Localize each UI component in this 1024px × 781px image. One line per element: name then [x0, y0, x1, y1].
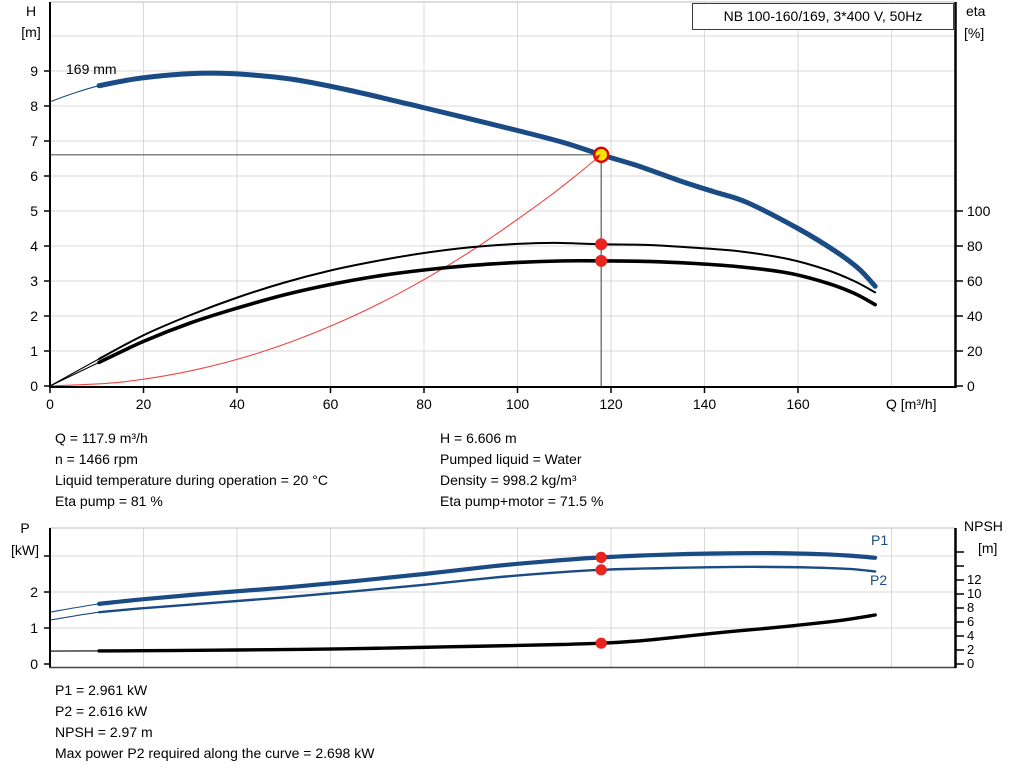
hq-chart: 0 1 2 3 4 5 6 7 8 9 0 20 40 60 80 100 120 140 160 0 20 40 60 80…: [30, 1, 991, 412]
eta-pump-motor-point: [595, 254, 608, 267]
p-axis-label: P: [20, 520, 30, 536]
svg-text:40: 40: [967, 308, 983, 324]
svg-text:1: 1: [30, 343, 38, 359]
p-axis-unit-label: [kW]: [11, 542, 39, 558]
svg-text:0: 0: [967, 378, 975, 394]
h-axis-unit-label: [m]: [21, 24, 41, 40]
svg-text:2: 2: [967, 642, 974, 657]
q-axis-label: Q [m³/h]: [886, 396, 937, 412]
svg-text:80: 80: [967, 238, 983, 254]
info-line-eta-pm: Eta pump+motor = 71.5 %: [440, 493, 604, 509]
result-line-npsh: NPSH = 2.97 m: [55, 724, 153, 740]
svg-text:20: 20: [136, 396, 152, 412]
result-line-p1: P1 = 2.961 kW: [55, 682, 148, 698]
svg-text:10: 10: [967, 586, 981, 601]
p1-curve-label: P1: [871, 532, 889, 548]
svg-text:7: 7: [30, 133, 38, 149]
eta-pump-motor-curve-thin: [49, 260, 876, 387]
svg-text:12: 12: [967, 572, 981, 587]
p1-point: [595, 551, 607, 564]
duty-info-right: H = 6.606 m Pumped liquid = Water Densit…: [440, 428, 603, 512]
eta-axis-label: eta: [966, 3, 986, 19]
svg-text:40: 40: [229, 396, 245, 412]
info-line-temp: Liquid temperature during operation = 20…: [55, 472, 328, 488]
svg-text:0: 0: [46, 396, 54, 412]
svg-text:140: 140: [693, 396, 717, 412]
pump-title-box: NB 100-160/169, 3*400 V, 50Hz: [692, 3, 954, 30]
result-line-p2: P2 = 2.616 kW: [55, 703, 148, 719]
svg-text:1: 1: [30, 620, 38, 636]
npsh-curve: [97, 613, 877, 653]
svg-text:8: 8: [967, 600, 974, 615]
p2-curve: [97, 565, 877, 614]
svg-text:80: 80: [416, 396, 432, 412]
svg-text:100: 100: [967, 203, 991, 219]
info-line-q: Q = 117.9 m³/h: [55, 430, 148, 446]
svg-text:4: 4: [967, 628, 974, 643]
eta-pump-curve: [98, 241, 877, 360]
duty-arrowhead: [593, 154, 601, 161]
p2-point: [595, 564, 607, 576]
svg-text:100: 100: [506, 396, 530, 412]
svg-text:8: 8: [30, 98, 38, 114]
svg-text:6: 6: [30, 168, 38, 184]
svg-text:3: 3: [30, 273, 38, 289]
info-line-liquid: Pumped liquid = Water: [440, 451, 582, 467]
head-curve-thin: [49, 72, 876, 287]
results-block: P1 = 2.961 kW P2 = 2.616 kW NPSH = 2.97 …: [55, 680, 374, 764]
info-line-eta: Eta pump = 81 %: [55, 493, 163, 509]
svg-text:160: 160: [786, 396, 810, 412]
eta-pump-motor-curve: [97, 258, 877, 365]
p2-curve-thin: [49, 566, 876, 621]
svg-text:60: 60: [967, 273, 983, 289]
svg-text:5: 5: [30, 203, 38, 219]
system-resistance-curve-thin: [49, 154, 602, 387]
svg-text:20: 20: [967, 343, 983, 359]
info-line-h: H = 6.606 m: [440, 430, 517, 446]
npsh-axis-unit-label: [m]: [978, 540, 998, 556]
info-line-n: n = 1466 rpm: [55, 451, 138, 467]
p1-curve: [96, 550, 878, 606]
eta-pump-point: [595, 238, 608, 251]
svg-text:2: 2: [30, 584, 38, 600]
impeller-diameter-label: 169 mm: [66, 61, 117, 77]
svg-text:9: 9: [30, 63, 38, 79]
head-curve: [96, 70, 878, 289]
svg-text:60: 60: [323, 396, 339, 412]
svg-text:2: 2: [30, 308, 38, 324]
svg-text:0: 0: [30, 378, 38, 394]
svg-text:0: 0: [30, 656, 38, 672]
p2-curve-label: P2: [870, 572, 888, 588]
info-line-density: Density = 998.2 kg/m³: [440, 472, 577, 488]
p1-curve-thin: [49, 552, 876, 613]
npsh-axis-label: NPSH: [964, 518, 1003, 534]
npsh-point: [595, 637, 607, 649]
svg-text:6: 6: [967, 614, 974, 629]
svg-text:120: 120: [599, 396, 623, 412]
duty-info-left: Q = 117.9 m³/h n = 1466 rpm Liquid tempe…: [55, 428, 328, 512]
eta-axis-unit-label: [%]: [964, 25, 985, 41]
svg-text:0: 0: [967, 656, 974, 671]
h-axis-label: H: [25, 3, 37, 19]
svg-text:4: 4: [30, 238, 38, 254]
result-line-max: Max power P2 required along the curve = …: [55, 745, 375, 761]
